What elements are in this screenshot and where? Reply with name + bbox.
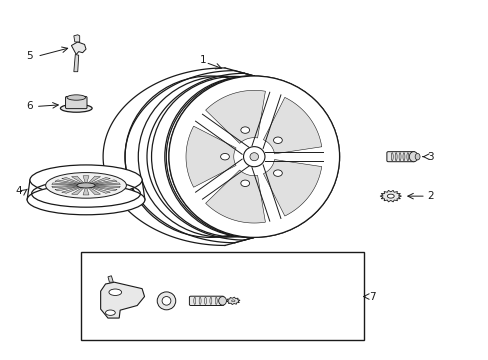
Ellipse shape	[105, 310, 115, 315]
Polygon shape	[71, 185, 86, 195]
Ellipse shape	[45, 172, 126, 198]
Ellipse shape	[273, 137, 282, 144]
Polygon shape	[101, 282, 144, 318]
Ellipse shape	[240, 127, 249, 133]
Ellipse shape	[77, 183, 95, 188]
Ellipse shape	[273, 170, 282, 176]
Polygon shape	[226, 297, 240, 305]
Text: 5: 5	[26, 51, 33, 61]
Ellipse shape	[67, 95, 85, 100]
Polygon shape	[108, 276, 113, 282]
Ellipse shape	[162, 297, 170, 305]
Text: 7: 7	[368, 292, 375, 302]
Ellipse shape	[61, 104, 92, 112]
Text: 2: 2	[427, 191, 433, 201]
Polygon shape	[71, 42, 86, 54]
Ellipse shape	[386, 194, 393, 198]
Text: 3: 3	[427, 152, 433, 162]
Polygon shape	[86, 185, 110, 193]
Ellipse shape	[27, 185, 144, 215]
Ellipse shape	[231, 300, 235, 302]
FancyBboxPatch shape	[386, 152, 414, 162]
Polygon shape	[74, 54, 79, 72]
Ellipse shape	[249, 153, 258, 161]
FancyBboxPatch shape	[189, 296, 224, 306]
Polygon shape	[205, 170, 265, 223]
Ellipse shape	[218, 297, 226, 305]
Ellipse shape	[109, 289, 122, 296]
FancyBboxPatch shape	[65, 96, 87, 109]
Polygon shape	[71, 176, 86, 185]
Ellipse shape	[30, 165, 142, 195]
Ellipse shape	[168, 76, 339, 237]
Polygon shape	[379, 190, 401, 202]
Polygon shape	[185, 126, 236, 187]
Ellipse shape	[414, 153, 419, 160]
Polygon shape	[86, 185, 120, 188]
Polygon shape	[83, 185, 89, 195]
Polygon shape	[86, 185, 101, 195]
Polygon shape	[74, 35, 80, 42]
Polygon shape	[86, 183, 120, 185]
Bar	[81, 252, 363, 339]
Polygon shape	[263, 97, 321, 154]
Polygon shape	[61, 177, 86, 185]
Polygon shape	[52, 185, 86, 188]
Ellipse shape	[408, 152, 417, 162]
Polygon shape	[263, 159, 321, 216]
Ellipse shape	[240, 180, 249, 186]
Polygon shape	[86, 176, 101, 185]
Text: 1: 1	[199, 55, 206, 65]
Polygon shape	[55, 180, 86, 185]
Polygon shape	[55, 185, 86, 191]
Text: 6: 6	[26, 102, 33, 112]
Polygon shape	[83, 176, 89, 185]
Polygon shape	[61, 185, 86, 193]
Ellipse shape	[220, 153, 229, 160]
Polygon shape	[86, 180, 117, 185]
Ellipse shape	[243, 147, 264, 167]
Polygon shape	[86, 177, 110, 185]
Polygon shape	[52, 183, 86, 185]
Polygon shape	[205, 90, 265, 143]
Ellipse shape	[157, 292, 175, 310]
Polygon shape	[86, 185, 117, 191]
Text: 4: 4	[16, 186, 22, 196]
Ellipse shape	[168, 76, 339, 237]
